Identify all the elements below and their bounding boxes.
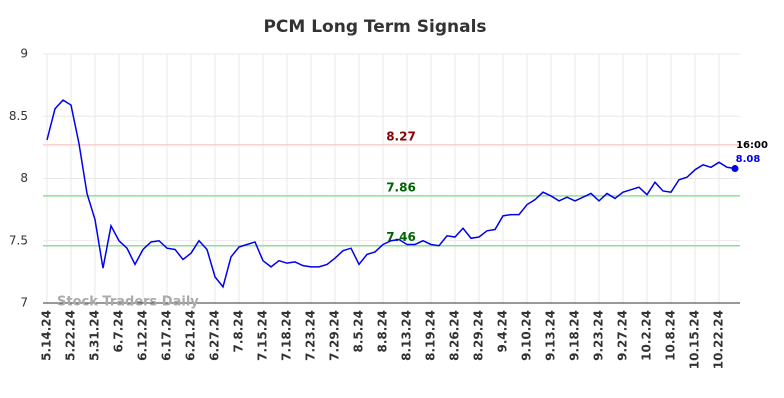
x-tick-label: 10.15.24 [688, 310, 702, 369]
watermark: Stock Traders Daily [57, 295, 199, 310]
x-tick-label: 9.18.24 [568, 310, 582, 361]
x-tick-label: 5.31.24 [88, 310, 102, 361]
last-time: 16:00 [736, 140, 768, 151]
x-tick-label: 7.29.24 [328, 310, 342, 361]
x-tick-label: 7.8.24 [232, 310, 246, 353]
x-tick-label: 9.23.24 [592, 310, 606, 361]
x-tick-label: 6.27.24 [208, 310, 222, 361]
x-tick-label: 5.14.24 [40, 310, 54, 361]
chart-title: PCM Long Term Signals [263, 17, 486, 37]
x-tick-label: 6.21.24 [184, 310, 198, 361]
x-tick-label: 9.10.24 [520, 310, 534, 361]
x-tick-label: 8.19.24 [424, 310, 438, 361]
y-tick-label: 8 [20, 171, 28, 185]
y-tick-label: 7.5 [9, 233, 28, 247]
x-tick-label: 8.5.24 [352, 310, 366, 353]
x-tick-label: 10.8.24 [664, 310, 678, 361]
x-tick-label: 7.15.24 [256, 310, 270, 361]
y-tick-label: 8.5 [9, 109, 28, 123]
x-tick-label: 7.23.24 [304, 310, 318, 361]
x-tick-label: 7.18.24 [280, 310, 294, 361]
signal-label: 8.27 [386, 129, 416, 143]
x-tick-label: 9.13.24 [544, 310, 558, 361]
x-tick-label: 8.26.24 [448, 310, 462, 361]
signal-label: 7.46 [386, 230, 416, 244]
x-tick-label: 6.7.24 [112, 310, 126, 353]
y-tick-label: 9 [20, 47, 28, 61]
x-tick-label: 8.13.24 [400, 310, 414, 361]
signal-label: 7.86 [386, 180, 416, 194]
price-line [46, 99, 736, 289]
x-tick-label: 10.2.24 [640, 310, 654, 361]
x-tick-label: 6.12.24 [136, 310, 150, 361]
x-tick-label: 8.8.24 [376, 310, 390, 353]
x-tick-label: 10.22.24 [712, 310, 726, 369]
x-tick-label: 5.22.24 [64, 310, 78, 361]
last-point [731, 165, 739, 173]
x-tick-label: 9.27.24 [616, 310, 630, 361]
x-tick-label: 6.17.24 [160, 310, 174, 361]
last-value: 8.08 [736, 154, 761, 165]
y-tick-label: 7 [20, 296, 28, 310]
x-tick-label: 9.4.24 [496, 310, 510, 353]
x-tick-label: 8.29.24 [472, 310, 486, 361]
